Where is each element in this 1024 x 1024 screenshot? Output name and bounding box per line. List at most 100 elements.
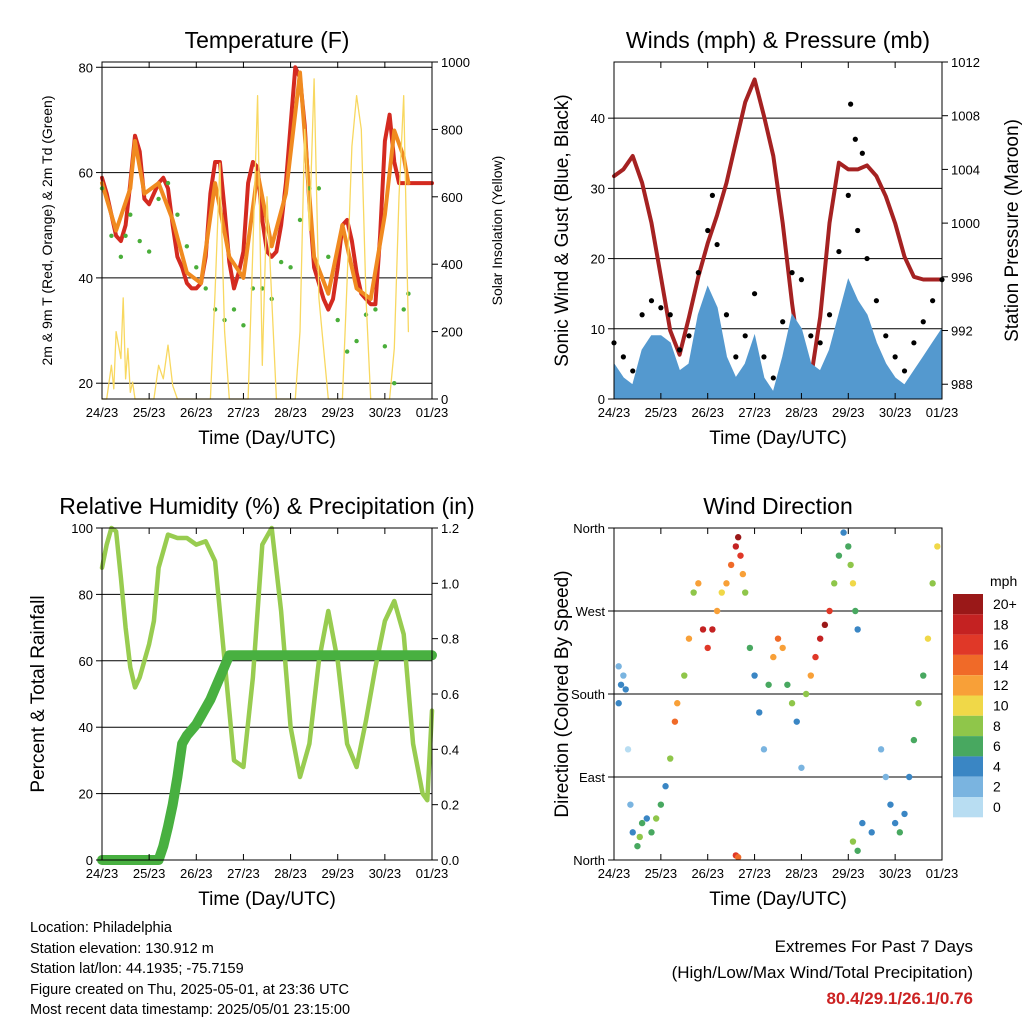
- point-td2m: [406, 291, 411, 296]
- direction-point: [852, 607, 859, 615]
- x-tick-label: 24/23: [86, 405, 119, 420]
- direction-point: [915, 700, 922, 707]
- point-gust: [620, 354, 626, 360]
- direction-point: [657, 801, 665, 808]
- legend-swatch: [953, 776, 983, 797]
- direction-point: [732, 543, 740, 550]
- point-td2m: [278, 259, 284, 265]
- chart-title: Wind Direction: [703, 493, 853, 519]
- legend-swatch: [953, 797, 983, 818]
- y2-tick-label: 992: [951, 324, 973, 339]
- latlon-text: Station lat/lon: 44.1935; -75.7159: [30, 961, 244, 977]
- legend-label: 14: [993, 657, 1009, 673]
- direction-point: [891, 819, 899, 827]
- direction-point: [652, 815, 660, 822]
- x-tick-label: 28/23: [785, 405, 818, 420]
- direction-point: [901, 810, 908, 818]
- point-gust: [883, 333, 889, 339]
- direction-point: [713, 607, 721, 615]
- chart-title: Relative Humidity (%) & Precipitation (i…: [59, 493, 474, 519]
- x-tick-label: 26/23: [180, 405, 213, 420]
- y-tick-label: 20: [79, 787, 93, 802]
- series-solar: [101, 78, 410, 400]
- legend-swatch: [953, 695, 983, 716]
- point-gust: [808, 333, 814, 339]
- direction-point: [627, 801, 634, 808]
- direction-point: [648, 829, 655, 836]
- direction-point: [854, 847, 861, 854]
- x-tick-label: 26/23: [691, 866, 724, 881]
- chart-title: Temperature (F): [185, 27, 350, 53]
- y2-tick-label: 996: [951, 270, 973, 285]
- direction-point: [695, 580, 702, 587]
- y2-tick-label: 0.6: [441, 687, 459, 702]
- point-gust: [892, 354, 898, 360]
- point-td2m: [137, 238, 142, 244]
- panel-rh: 24/23 25/23 26/23 27/23 28/23 29/23 30/23 01/23…: [28, 493, 475, 910]
- x-tick-label: 24/23: [598, 866, 631, 881]
- y2-tick-label: 1.0: [441, 576, 459, 591]
- plot-frame: [613, 61, 943, 400]
- y2-axis-label: Station Pressure (Maroon): [1002, 119, 1023, 342]
- y2-tick-label: 400: [441, 257, 463, 272]
- direction-point: [734, 534, 742, 541]
- point-gust: [836, 248, 842, 255]
- point-td2m: [241, 323, 246, 328]
- legend-swatch: [953, 614, 983, 635]
- point-td2m: [203, 286, 208, 291]
- direction-point: [859, 819, 866, 827]
- direction-point: [929, 580, 936, 587]
- point-td2m: [335, 317, 340, 323]
- direction-point: [718, 589, 725, 596]
- direction-point: [674, 700, 681, 707]
- x-tick-label: 25/23: [645, 405, 678, 420]
- direction-point: [734, 854, 742, 861]
- direction-point: [849, 838, 857, 845]
- series-pressure: [612, 77, 944, 381]
- y2-tick-label: 800: [441, 122, 463, 137]
- direction-point: [615, 663, 622, 670]
- direction-point: [709, 626, 716, 633]
- point-gust: [817, 340, 823, 346]
- direction-point: [835, 552, 843, 559]
- legend-label: 2: [993, 779, 1001, 795]
- direction-point: [887, 801, 894, 808]
- direction-point: [812, 653, 819, 661]
- direction-point: [667, 755, 674, 762]
- speed-legend: mph 20+ 18 16 14 12 10 8 6 4 2 0: [953, 573, 1017, 818]
- y-tick-label: South: [571, 687, 605, 702]
- y-tick-label: 30: [591, 181, 605, 196]
- y2-tick-label: 1000: [951, 216, 980, 231]
- direction-point: [636, 833, 643, 841]
- series-rain: [97, 650, 437, 865]
- point-td2m: [156, 196, 161, 202]
- y2-tick-label: 1004: [951, 162, 980, 177]
- point-gust: [686, 333, 692, 339]
- direction-point: [802, 690, 810, 698]
- direction-point: [845, 543, 852, 550]
- direction-point: [854, 626, 861, 633]
- direction-point: [868, 829, 875, 836]
- legend-swatch: [953, 594, 983, 615]
- direction-point: [704, 644, 711, 652]
- x-tick-label: 27/23: [738, 866, 771, 881]
- direction-point: [662, 783, 669, 790]
- point-gust: [855, 227, 861, 234]
- point-gust: [705, 227, 711, 234]
- legend-label: 8: [993, 718, 1001, 734]
- x-tick-label: 28/23: [274, 405, 307, 420]
- point-gust: [714, 241, 720, 248]
- x-tick-label: 29/23: [832, 866, 865, 881]
- y-tick-label: North: [573, 521, 605, 536]
- legend-swatch: [953, 756, 983, 777]
- direction-point: [877, 746, 885, 753]
- point-gust: [901, 368, 908, 374]
- x-tick-label: 29/23: [832, 405, 865, 420]
- x-tick-label: 25/23: [133, 405, 166, 420]
- direction-point: [816, 635, 824, 642]
- point-gust: [733, 354, 739, 360]
- location-text: Location: Philadelphia: [30, 920, 172, 936]
- x-tick-label: 26/23: [180, 866, 213, 881]
- point-gust: [930, 298, 936, 304]
